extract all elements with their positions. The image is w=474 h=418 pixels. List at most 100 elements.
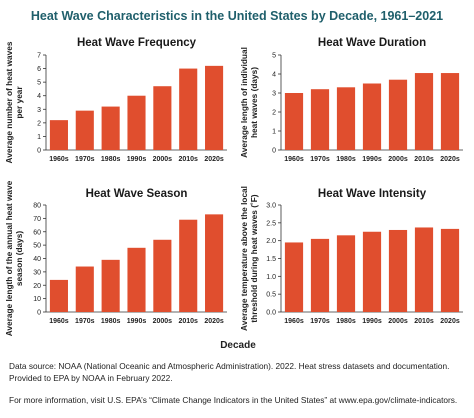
bar bbox=[362, 83, 382, 150]
x-tick-label: 1990s bbox=[362, 318, 382, 325]
x-tick-label: 1960s bbox=[284, 156, 304, 163]
y-tick-label: 3 bbox=[37, 107, 41, 114]
y-tick-label: 5 bbox=[272, 53, 276, 60]
y-tick-label: 20 bbox=[33, 283, 41, 290]
info-note: For more information, visit U.S. EPA’s “… bbox=[9, 395, 458, 405]
source-note: Data source: NOAA (National Oceanic and … bbox=[9, 361, 450, 383]
y-tick-label: 1 bbox=[37, 134, 41, 141]
chart-title: Heat Wave Season bbox=[86, 188, 188, 200]
y-tick-label: 80 bbox=[33, 203, 41, 210]
bar bbox=[75, 266, 94, 312]
bar bbox=[414, 73, 434, 150]
x-tick-label: 1990s bbox=[127, 156, 147, 163]
y-tick-label: 30 bbox=[33, 269, 41, 276]
x-tick-label: 1960s bbox=[284, 318, 304, 325]
bar bbox=[388, 229, 408, 312]
y-tick-label: 1 bbox=[272, 129, 276, 136]
x-tick-label: 2010s bbox=[178, 318, 198, 325]
bar bbox=[101, 106, 120, 150]
y-tick-label: 2.0 bbox=[266, 238, 276, 245]
chart-panel-1: Heat Wave Frequency 0 1 2 3 4 5 6 7 1960s 1970s 198… bbox=[4, 37, 227, 163]
y-tick-label: 10 bbox=[33, 296, 41, 303]
x-tick-label: 1980s bbox=[336, 156, 356, 163]
y-tick-label: 50 bbox=[33, 243, 41, 250]
bar bbox=[49, 120, 68, 150]
bar bbox=[75, 110, 94, 150]
x-tick-label: 1990s bbox=[362, 156, 382, 163]
y-tick-label: 4 bbox=[37, 93, 41, 100]
x-tick-label: 2020s bbox=[204, 318, 224, 325]
y-axis-label: Average temperature above the localthres… bbox=[239, 186, 259, 331]
chart-panel-2: Heat Wave Duration 0 1 2 3 4 5 1960s 1970s 1980s 1… bbox=[239, 37, 463, 163]
x-tick-label: 1980s bbox=[101, 318, 121, 325]
bar bbox=[310, 238, 330, 312]
y-tick-label: 3.0 bbox=[266, 203, 276, 210]
x-axis-label: Decade bbox=[220, 340, 256, 351]
bar bbox=[336, 87, 356, 150]
bar bbox=[49, 279, 68, 312]
y-tick-label: 2 bbox=[272, 110, 276, 117]
x-tick-label: 2000s bbox=[388, 318, 408, 325]
chart-panel-3: Heat Wave Season 0 10 20 30 40 50 60 70 80 1960s 19… bbox=[4, 180, 227, 336]
bar bbox=[440, 73, 460, 150]
y-tick-label: 5 bbox=[37, 80, 41, 87]
x-tick-label: 2000s bbox=[153, 318, 173, 325]
x-tick-label: 1980s bbox=[101, 156, 121, 163]
bar bbox=[336, 235, 356, 312]
y-tick-label: 0 bbox=[37, 148, 41, 155]
x-tick-label: 1960s bbox=[49, 318, 69, 325]
bar bbox=[284, 242, 304, 312]
x-tick-label: 1970s bbox=[75, 156, 95, 163]
bar bbox=[388, 79, 408, 150]
bar bbox=[362, 231, 382, 312]
x-tick-label: 2010s bbox=[414, 318, 434, 325]
y-tick-label: 60 bbox=[33, 229, 41, 236]
y-tick-label: 0 bbox=[272, 148, 276, 155]
y-axis-label: Average length of the annual heat wavese… bbox=[4, 180, 24, 336]
y-axis-label: Average length of individualheat waves (… bbox=[239, 47, 259, 158]
x-tick-label: 1970s bbox=[310, 318, 330, 325]
y-tick-label: 0.5 bbox=[266, 292, 276, 299]
x-tick-label: 2000s bbox=[388, 156, 408, 163]
y-tick-label: 1.0 bbox=[266, 274, 276, 281]
bar bbox=[284, 93, 304, 150]
bar bbox=[205, 65, 224, 150]
x-tick-label: 2010s bbox=[414, 156, 434, 163]
bar bbox=[205, 214, 224, 312]
bar bbox=[179, 219, 198, 312]
y-axis-label: Average number of heat wavesper year bbox=[4, 41, 24, 163]
x-tick-label: 1990s bbox=[127, 318, 147, 325]
x-tick-label: 1970s bbox=[75, 318, 95, 325]
y-tick-label: 6 bbox=[37, 66, 41, 73]
x-tick-label: 2020s bbox=[440, 318, 460, 325]
x-tick-label: 1970s bbox=[310, 156, 330, 163]
bar bbox=[310, 89, 330, 150]
bar bbox=[153, 86, 172, 150]
bar bbox=[414, 227, 434, 312]
y-tick-label: 1.5 bbox=[266, 256, 276, 263]
y-tick-label: 0 bbox=[37, 310, 41, 317]
x-tick-label: 2020s bbox=[204, 156, 224, 163]
y-tick-label: 4 bbox=[272, 72, 276, 79]
chart-title: Heat Wave Frequency bbox=[77, 37, 197, 49]
x-tick-label: 2020s bbox=[440, 156, 460, 163]
bar bbox=[153, 239, 172, 312]
y-tick-label: 2.5 bbox=[266, 220, 276, 227]
y-tick-label: 2 bbox=[37, 120, 41, 127]
bar bbox=[127, 247, 146, 312]
chart-title: Heat Wave Duration bbox=[318, 37, 426, 49]
bar bbox=[101, 259, 120, 312]
chart-panel-4: Heat Wave Intensity 0.0 0.5 1.0 1.5 2.0 2.5 3.0… bbox=[239, 186, 463, 331]
chart-title: Heat Wave Intensity bbox=[318, 188, 427, 200]
x-tick-label: 2000s bbox=[153, 156, 173, 163]
y-tick-label: 40 bbox=[33, 256, 41, 263]
bar bbox=[179, 68, 198, 150]
x-tick-label: 1960s bbox=[49, 156, 69, 163]
page-title: Heat Wave Characteristics in the United … bbox=[30, 9, 444, 23]
y-tick-label: 7 bbox=[37, 53, 41, 60]
x-tick-label: 1980s bbox=[336, 318, 356, 325]
y-tick-label: 3 bbox=[272, 91, 276, 98]
bar bbox=[127, 95, 146, 150]
